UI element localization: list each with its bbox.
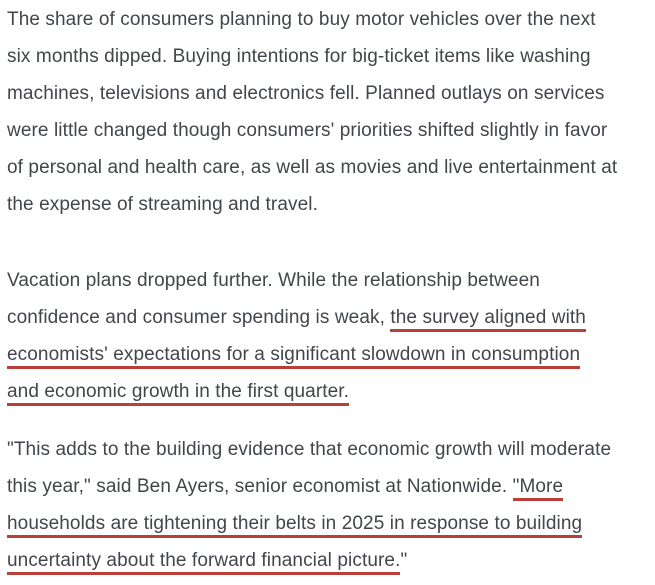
paragraph-3: "This adds to the building evidence that…	[7, 431, 648, 579]
text-segment: machines, televisions and electronics fe…	[7, 83, 605, 104]
text-line: this year," said Ben Ayers, senior econo…	[7, 468, 648, 505]
red-underlined-text: economists' expectations for a significa…	[7, 344, 581, 369]
text-line: "This adds to the building evidence that…	[7, 431, 648, 468]
text-segment: "	[400, 550, 408, 571]
text-segment: Vacation plans dropped further. While th…	[7, 270, 540, 291]
text-line: and economic growth in the first quarter…	[7, 373, 648, 410]
text-segment: "This adds to the building evidence that…	[7, 439, 612, 460]
red-underlined-text: uncertainty about the forward financial …	[7, 550, 401, 575]
text-line: of personal and health care, as well as …	[7, 149, 648, 186]
text-segment: six months dipped. Buying intentions for…	[7, 46, 591, 67]
paragraph-2: Vacation plans dropped further. While th…	[7, 262, 648, 410]
text-segment: of personal and health care, as well as …	[7, 157, 618, 178]
text-segment: were little changed though consumers' pr…	[7, 120, 608, 141]
text-line: households are tightening their belts in…	[7, 505, 648, 542]
red-underlined-text: households are tightening their belts in…	[7, 513, 583, 538]
text-segment: confidence and consumer spending is weak…	[7, 307, 391, 328]
red-underlined-text: the survey aligned with	[390, 307, 586, 332]
text-segment: the expense of streaming and travel.	[7, 194, 318, 215]
text-line: Vacation plans dropped further. While th…	[7, 262, 648, 299]
text-line: economists' expectations for a significa…	[7, 336, 648, 373]
red-underlined-text: "More	[512, 476, 564, 501]
text-line: machines, televisions and electronics fe…	[7, 75, 648, 112]
text-line: were little changed though consumers' pr…	[7, 112, 648, 149]
text-line: six months dipped. Buying intentions for…	[7, 38, 648, 75]
text-segment: The share of consumers planning to buy m…	[7, 9, 596, 30]
text-line: uncertainty about the forward financial …	[7, 542, 648, 579]
red-underlined-text: and economic growth in the first quarter…	[7, 381, 350, 406]
text-line: the expense of streaming and travel.	[7, 186, 648, 223]
text-line: confidence and consumer spending is weak…	[7, 299, 648, 336]
paragraph-1: The share of consumers planning to buy m…	[7, 1, 648, 223]
text-line: The share of consumers planning to buy m…	[7, 1, 648, 38]
text-segment: this year," said Ben Ayers, senior econo…	[7, 476, 513, 497]
